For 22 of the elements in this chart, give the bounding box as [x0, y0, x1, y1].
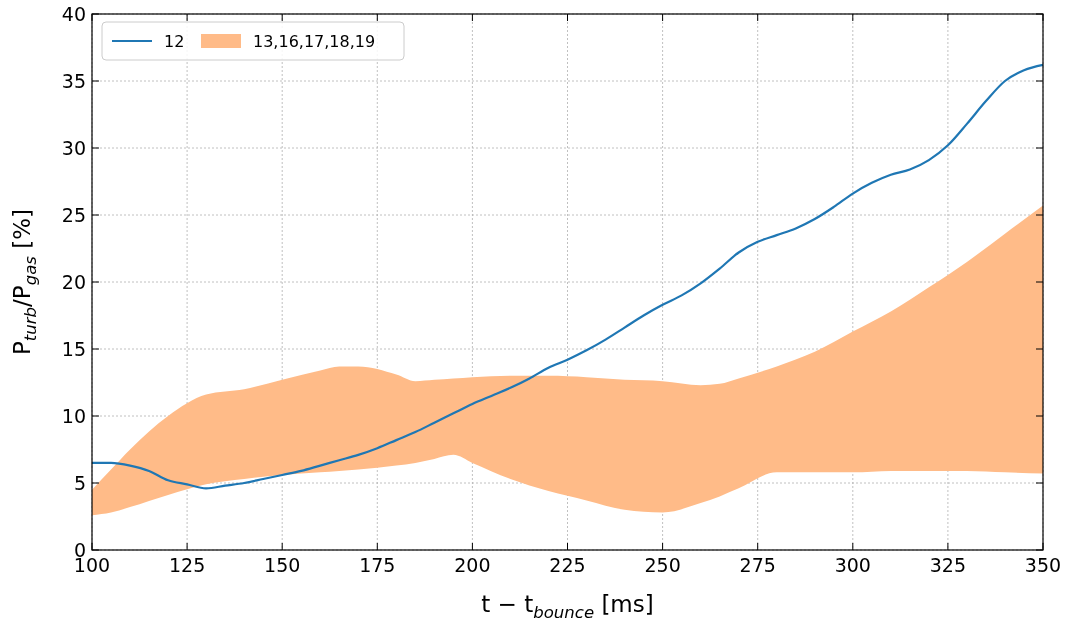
line-series	[90, 63, 1045, 490]
x-tick-label: 150	[264, 554, 301, 576]
x-tick-label: 300	[834, 554, 871, 576]
x-axis-title: t − t$_{bounce}$ [ms]	[481, 591, 654, 622]
legend-label: 13,16,17,18,19	[253, 32, 376, 51]
x-tick-label: 175	[359, 554, 396, 576]
y-tick-label: 15	[61, 338, 86, 360]
y-tick-label: 35	[61, 70, 86, 92]
x-tick-label: 275	[739, 554, 776, 576]
legend-label: 12	[164, 32, 185, 51]
y-tick-label: 25	[61, 204, 86, 226]
y-tick-label: 10	[61, 405, 86, 427]
y-tick-label: 5	[73, 472, 86, 494]
y-tick-label: 40	[61, 3, 86, 25]
x-tick-label: 325	[929, 554, 967, 576]
x-tick-label: 250	[644, 554, 681, 576]
x-tick-label: 200	[454, 554, 491, 576]
x-tick-label: 125	[168, 554, 206, 576]
y-tick-label: 20	[61, 271, 86, 293]
y-tick-label: 30	[61, 137, 86, 159]
x-tick-label: 225	[549, 554, 586, 576]
x-tick-label: 350	[1024, 554, 1062, 576]
